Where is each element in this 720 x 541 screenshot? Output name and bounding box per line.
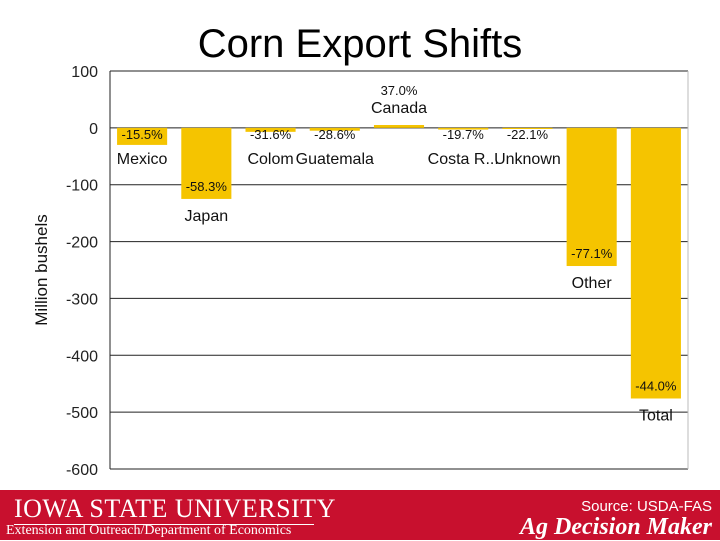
data-label: -22.1%	[507, 127, 549, 142]
bar-canada	[373, 125, 425, 128]
y-tick-label: -500	[66, 405, 98, 422]
category-label: Guatemala	[296, 151, 374, 168]
bar-total	[630, 127, 681, 399]
category-label: Total	[639, 407, 673, 424]
y-tick-label: -600	[66, 462, 98, 479]
data-label: -58.3%	[186, 179, 228, 194]
data-label: -28.6%	[314, 127, 356, 142]
source-text: Source: USDA-FAS	[581, 498, 712, 515]
footer-bar: IOWA STATE UNIVERSITY Extension and Outr…	[0, 490, 720, 540]
department-text: Extension and Outreach/Department of Eco…	[6, 523, 292, 538]
category-label: Other	[572, 275, 613, 292]
data-label: -44.0%	[635, 378, 677, 393]
bar-other	[566, 127, 617, 267]
y-tick-label: -300	[66, 291, 98, 308]
bar-chart: 100 0 -100 -200 -300 -400 -500 -600 Million bush…	[32, 64, 689, 479]
y-axis-title: Million bushels	[32, 214, 51, 326]
bar-guatemala	[309, 127, 360, 131]
data-label: -31.6%	[250, 127, 292, 142]
university-logo: IOWA STATE UNIVERSITY	[14, 494, 336, 523]
category-label: Unknown	[494, 151, 561, 168]
y-tick-label: 0	[89, 121, 98, 138]
data-label: 37.0%	[381, 83, 418, 98]
category-label: Japan	[185, 208, 229, 225]
bar-colombia	[245, 127, 296, 132]
category-label: Colom	[247, 151, 293, 168]
data-label: -15.5%	[122, 127, 164, 142]
y-tick-label: 100	[71, 64, 98, 81]
bar-mexico	[117, 127, 168, 145]
category-label: Costa R...	[428, 151, 499, 168]
category-label: Mexico	[117, 151, 168, 168]
category-label: Canada	[371, 100, 427, 117]
y-tick-label: -200	[66, 235, 98, 252]
bar-costa-rica	[438, 127, 489, 130]
data-label: -77.1%	[571, 246, 613, 261]
bar-unknown	[502, 127, 553, 129]
program-logo: Ag Decision Maker	[520, 514, 712, 540]
y-tick-label: -100	[66, 178, 98, 195]
data-label: -19.7%	[443, 127, 485, 142]
bar-japan	[181, 127, 232, 199]
y-tick-label: -400	[66, 348, 98, 365]
logo-rule	[14, 524, 314, 525]
chart-title: Corn Export Shifts	[197, 22, 523, 66]
